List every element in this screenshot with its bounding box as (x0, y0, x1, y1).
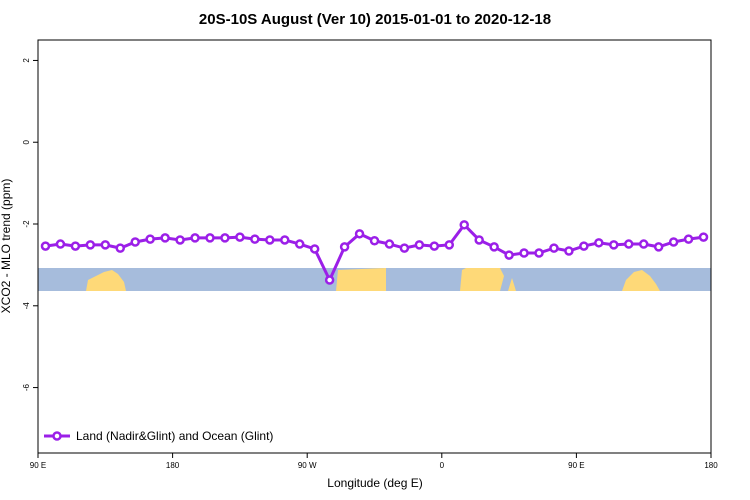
x-tick-label: 0 (440, 461, 445, 470)
point (190, 233, 200, 243)
point (354, 229, 365, 239)
point (250, 234, 260, 244)
x-axis-label: Longitude (deg E) (327, 476, 422, 490)
point (534, 248, 544, 258)
point (70, 241, 81, 251)
land-shapes (86, 268, 660, 291)
point (85, 240, 96, 250)
point (444, 240, 455, 250)
x-tick-label: 180 (166, 461, 180, 470)
x-tick-label: 90 E (568, 461, 584, 470)
y-tick-label: 0 (22, 139, 31, 144)
point (100, 240, 111, 250)
point (175, 235, 185, 245)
point (429, 241, 440, 251)
point (309, 244, 320, 254)
point (265, 235, 275, 245)
point (220, 233, 230, 243)
legend-label: Land (Nadir&Glint) and Ocean (Glint) (76, 429, 273, 443)
point (683, 234, 694, 244)
point (235, 232, 245, 242)
point (579, 241, 589, 251)
y-tick-label: -4 (22, 302, 31, 310)
point (549, 243, 559, 253)
x-tick-label: 90 W (298, 461, 317, 470)
y-tick-label: 2 (22, 58, 31, 63)
point (609, 240, 619, 250)
y-axis-label: XCO2 - MLO trend (ppm) (0, 179, 13, 314)
point (668, 237, 679, 247)
chart-title: 20S-10S August (Ver 10) 2015-01-01 to 20… (199, 11, 551, 28)
point (294, 239, 305, 249)
point (564, 246, 574, 256)
point (145, 234, 155, 244)
point (205, 233, 215, 243)
y-tick-label: -2 (22, 220, 31, 228)
legend-marker (52, 431, 62, 441)
point (280, 235, 290, 245)
x-tick-label: 180 (704, 461, 718, 470)
point (40, 241, 51, 251)
point (489, 242, 499, 252)
point (698, 232, 709, 242)
point (160, 233, 170, 243)
point (519, 248, 529, 258)
y-tick-label: -6 (22, 383, 31, 391)
plot-frame (37, 39, 712, 454)
point (623, 239, 634, 249)
point (384, 239, 395, 249)
point (324, 275, 335, 285)
point (399, 243, 410, 253)
point (130, 237, 140, 247)
point (653, 242, 664, 252)
point (504, 250, 514, 260)
point (638, 239, 649, 249)
point (594, 238, 604, 248)
point (115, 243, 126, 253)
point (369, 236, 380, 246)
point (474, 235, 484, 245)
x-tick-label: 90 E (30, 461, 46, 470)
point (414, 240, 425, 250)
point (55, 239, 66, 249)
point (459, 220, 469, 230)
point (339, 242, 350, 252)
